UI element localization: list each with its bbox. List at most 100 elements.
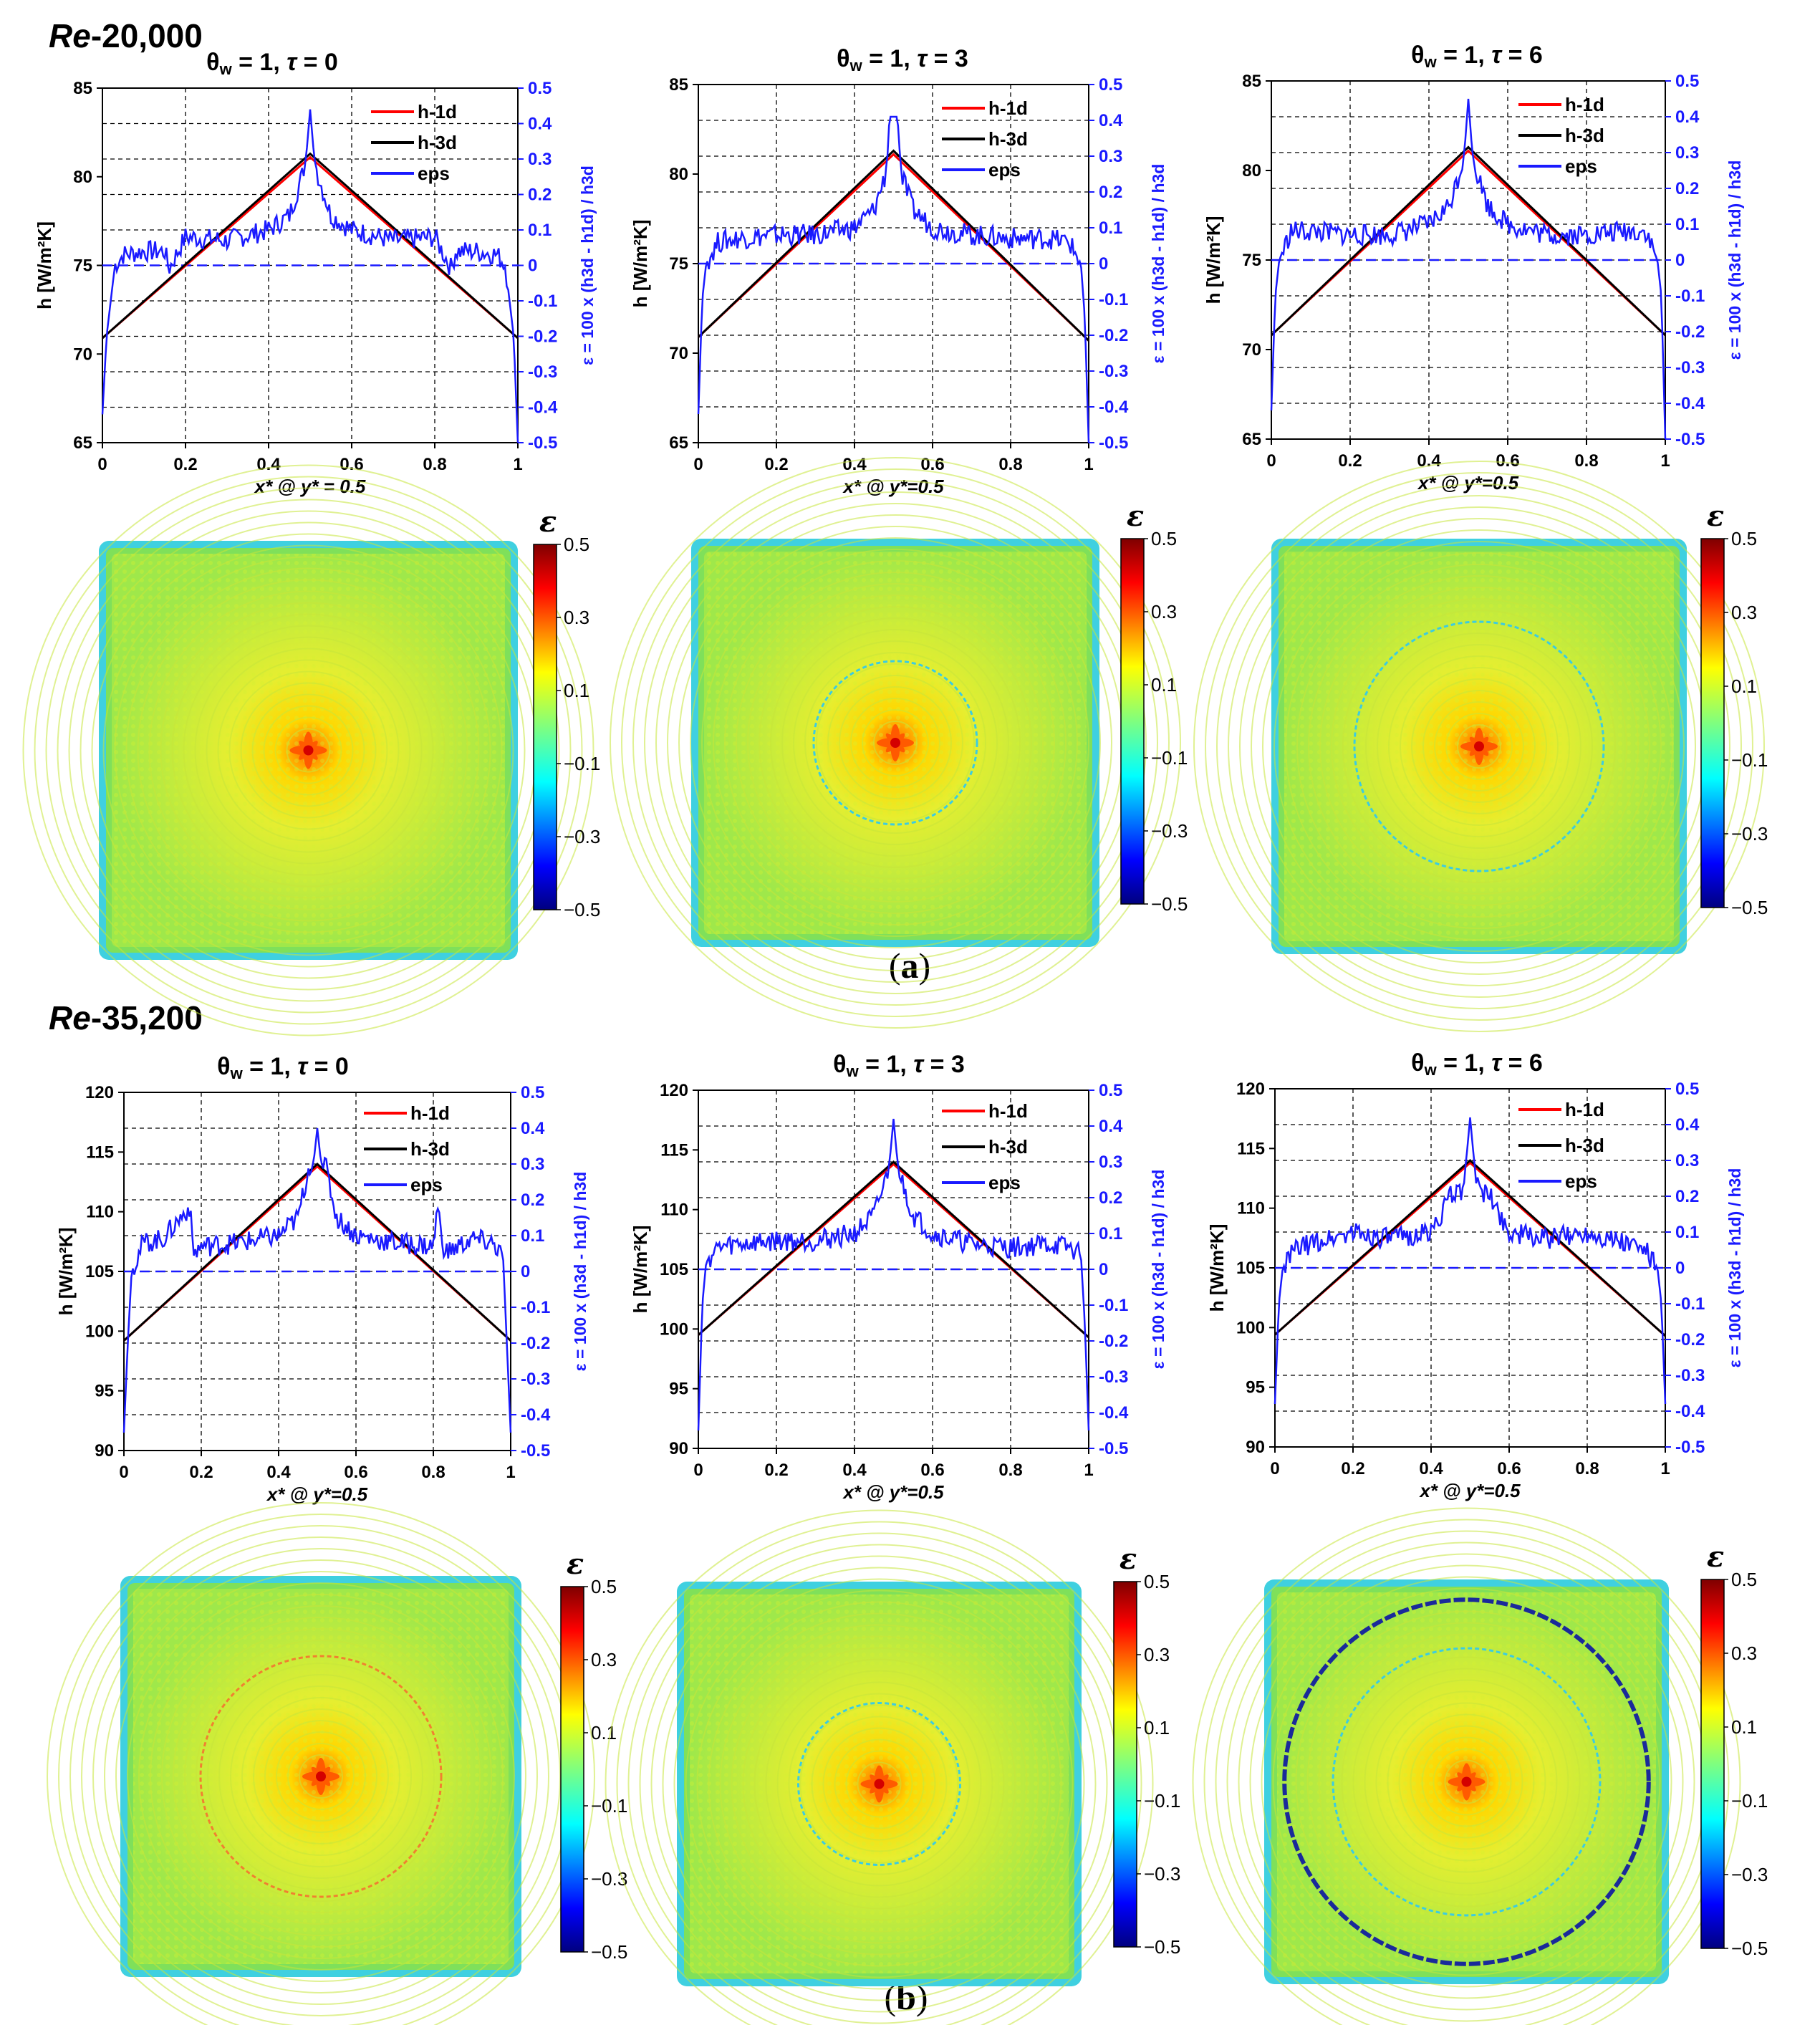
contour-ring bbox=[81, 1536, 561, 2016]
legend-label: eps bbox=[988, 1172, 1021, 1193]
contour-ring bbox=[148, 590, 468, 910]
contour-ring bbox=[1365, 632, 1593, 860]
center-peak bbox=[890, 738, 900, 748]
contour-ring bbox=[1306, 1622, 1627, 1942]
colorbar-tick-label: −0.3 bbox=[1731, 1864, 1768, 1885]
contour-ring bbox=[1261, 1576, 1672, 1988]
series-h-1d bbox=[102, 155, 519, 340]
x-tick-label: 0 bbox=[97, 455, 107, 474]
contour-ring bbox=[1421, 1736, 1512, 1827]
contour-ring bbox=[91, 533, 526, 968]
y-tick-label: 110 bbox=[86, 1203, 114, 1222]
colorbar bbox=[1113, 1581, 1137, 1948]
contour-ring bbox=[799, 1704, 959, 1864]
contour-ring bbox=[736, 583, 1055, 903]
contour-ring bbox=[753, 1658, 1005, 1910]
x-tick-label: 0 bbox=[693, 1461, 703, 1480]
contour-ring bbox=[1193, 461, 1765, 1032]
y-tick-label: 115 bbox=[86, 1143, 114, 1162]
contour-ring bbox=[644, 491, 1147, 994]
x-tick-label: 0.4 bbox=[266, 1463, 291, 1482]
ring-marker bbox=[797, 1702, 961, 1866]
contour-ring bbox=[850, 698, 940, 788]
y2-tick-label: 0.1 bbox=[1675, 1223, 1699, 1242]
y2-tick-label: -0.3 bbox=[1675, 358, 1705, 377]
y2-tick-label: -0.4 bbox=[1675, 1402, 1705, 1421]
colorbar-tick-label: −0.1 bbox=[564, 753, 600, 774]
line-chart: θw = 1, τ = 0 0 0.2 0.4 0.6 0.8 1 90 95 100 105 110… bbox=[55, 1053, 589, 1505]
ring-marker bbox=[1353, 620, 1605, 872]
colorbar-title: ε bbox=[1707, 499, 1724, 533]
colorbar-tick-label: 0.1 bbox=[564, 680, 589, 701]
legend-label: h-3d bbox=[1565, 125, 1604, 146]
contour-ring bbox=[621, 468, 1170, 1017]
contour-ring bbox=[690, 537, 1101, 948]
y2-tick-label: 0.5 bbox=[1675, 72, 1699, 91]
series-h-3d bbox=[697, 149, 1090, 342]
y2-tick-label: -0.3 bbox=[1675, 1366, 1705, 1385]
contour-ring bbox=[206, 648, 411, 853]
contour-ring bbox=[173, 1628, 469, 1925]
y2-tick-label: 0.3 bbox=[1675, 143, 1699, 163]
colorbar-tick-label: −0.3 bbox=[564, 826, 600, 847]
contour-ring bbox=[1434, 701, 1524, 792]
line-chart: θw = 1, τ = 0 0 0.2 0.4 0.6 0.8 1 65 70 75 80 85 0.5… bbox=[34, 49, 597, 497]
colorbar-tick-label: 0.3 bbox=[564, 607, 589, 628]
y2-tick-label: -0.3 bbox=[528, 362, 557, 382]
contour-ring bbox=[765, 1670, 993, 1898]
y2-tick-label: -0.4 bbox=[1099, 1403, 1129, 1423]
legend-label: h-1d bbox=[410, 1102, 450, 1124]
x-tick-label: 1 bbox=[1084, 455, 1093, 474]
colorbar-tick-label: −0.3 bbox=[1731, 823, 1768, 845]
legend-label: eps bbox=[1565, 1170, 1597, 1192]
contour-ring bbox=[1375, 1690, 1558, 1873]
x-tick-label: 0 bbox=[1270, 1459, 1279, 1478]
contour-ring bbox=[834, 1738, 925, 1829]
contour-ring bbox=[1318, 1633, 1615, 1930]
y-tick-label: 105 bbox=[660, 1260, 688, 1279]
colorbar bbox=[560, 1586, 584, 1953]
y2-tick-label: -0.4 bbox=[1099, 398, 1129, 417]
series-h-3d bbox=[122, 1162, 512, 1342]
x-tick-label: 0.8 bbox=[1575, 1459, 1599, 1478]
legend-label: h-1d bbox=[418, 101, 457, 122]
colorbar-title: ε bbox=[567, 1547, 584, 1581]
chart-title: θw = 1, τ = 3 bbox=[833, 1051, 965, 1080]
y2-tick-label: -0.1 bbox=[528, 292, 557, 311]
x-tick-label: 0.6 bbox=[920, 1461, 944, 1480]
colorbar-tick-label: 0.5 bbox=[1731, 528, 1757, 549]
y2-tick-label: -0.4 bbox=[528, 398, 558, 418]
y-tick-label: 90 bbox=[95, 1441, 114, 1461]
contour-ring bbox=[183, 625, 434, 876]
y2-tick-label: 0 bbox=[1675, 251, 1685, 270]
series-h-1d bbox=[1274, 1161, 1666, 1337]
colorbar-tick-label: 0.1 bbox=[591, 1722, 617, 1743]
colorbar-tick-label: 0.3 bbox=[591, 1649, 617, 1670]
x-tick-label: 0.2 bbox=[173, 455, 197, 474]
x-tick-label: 0.4 bbox=[256, 455, 281, 474]
y-axis-label: h [W/m²K] bbox=[1206, 1224, 1228, 1312]
y-tick-label: 75 bbox=[73, 256, 92, 276]
legend-label: eps bbox=[1565, 155, 1597, 177]
y2-tick-label: 0.2 bbox=[1675, 1187, 1699, 1206]
y2-axis-label: ε = 100 x (h3d - h1d) / h3d bbox=[578, 165, 597, 365]
legend-label: h-3d bbox=[410, 1138, 450, 1160]
ring-marker-inner bbox=[1332, 1647, 1602, 1917]
colorbar-tick-label: −0.5 bbox=[1151, 893, 1188, 915]
contour-ring bbox=[839, 686, 952, 799]
contour-ring bbox=[827, 675, 963, 811]
y2-tick-label: -0.3 bbox=[1099, 362, 1128, 381]
y2-tick-label: 0.1 bbox=[1675, 215, 1699, 234]
y2-tick-label: 0.1 bbox=[1099, 1224, 1122, 1244]
contour-ring bbox=[92, 1548, 549, 2005]
x-tick-label: 0.8 bbox=[423, 455, 446, 474]
contour-ring bbox=[1238, 1553, 1695, 2011]
y-tick-label: 75 bbox=[1242, 251, 1261, 270]
colorbar-tick-label: −0.5 bbox=[1731, 897, 1768, 918]
contour-ring bbox=[1285, 552, 1673, 941]
contour-ring bbox=[1249, 1564, 1684, 1999]
contour-ring bbox=[274, 716, 342, 784]
y2-tick-label: 0.2 bbox=[1099, 183, 1122, 202]
y2-tick-label: -0.2 bbox=[1099, 1332, 1128, 1351]
legend-label: h-3d bbox=[988, 128, 1028, 150]
